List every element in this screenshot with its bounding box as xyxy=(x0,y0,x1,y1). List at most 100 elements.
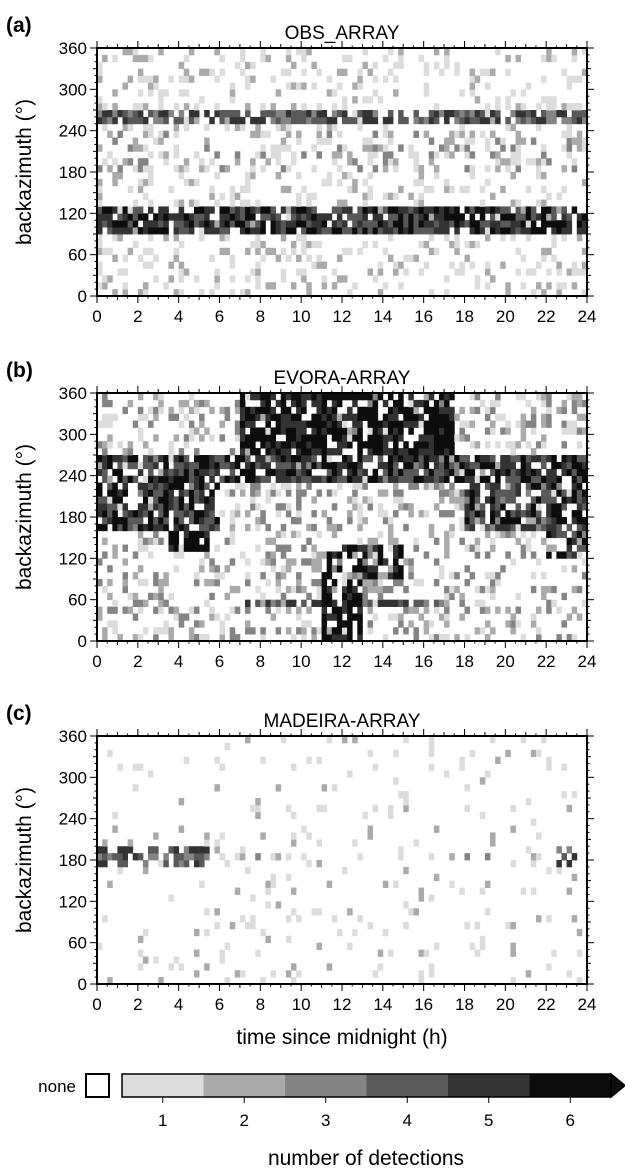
heatmap-cell xyxy=(178,853,185,861)
heatmap-cell xyxy=(372,434,379,442)
heatmap-cell xyxy=(321,275,328,283)
heatmap-cell xyxy=(428,137,435,145)
heatmap-cell xyxy=(413,468,419,477)
heatmap-cell xyxy=(173,956,180,964)
heatmap-cell xyxy=(449,420,455,428)
heatmap-cell xyxy=(387,530,394,539)
heatmap-cell xyxy=(561,116,567,125)
heatmap-cell xyxy=(362,558,368,566)
heatmap-cell xyxy=(209,206,215,214)
heatmap-cell xyxy=(234,406,241,415)
heatmap-cell xyxy=(393,537,399,545)
heatmap-cell xyxy=(306,860,312,868)
heatmap-cell xyxy=(541,399,547,408)
heatmap-cell xyxy=(393,268,399,276)
heatmap-cell xyxy=(183,413,190,421)
heatmap-cell xyxy=(301,627,307,635)
heatmap-cell xyxy=(367,393,374,401)
heatmap-cell xyxy=(362,393,368,401)
heatmap-cell xyxy=(541,247,547,256)
heatmap-cell xyxy=(255,475,261,483)
heatmap-cell xyxy=(484,268,491,276)
heatmap-cell xyxy=(224,592,231,601)
heatmap-cell xyxy=(449,427,455,435)
heatmap-cell xyxy=(454,475,460,483)
heatmap-cell xyxy=(142,220,149,228)
heatmap-cell xyxy=(280,736,287,744)
heatmap-cell xyxy=(500,461,506,470)
heatmap-cell xyxy=(490,110,496,118)
heatmap-cell xyxy=(423,427,430,435)
heatmap-cell xyxy=(199,489,205,497)
heatmap-cell xyxy=(347,213,353,221)
heatmap-cell xyxy=(362,240,368,249)
heatmap-cell xyxy=(418,399,425,408)
heatmap-cell xyxy=(342,110,348,118)
heatmap-cell xyxy=(142,627,149,635)
heatmap-cell xyxy=(495,213,501,221)
heatmap-cell xyxy=(331,399,338,408)
heatmap-cell xyxy=(347,206,353,214)
heatmap-cell xyxy=(260,558,266,566)
heatmap-cell xyxy=(367,172,374,180)
heatmap-cell xyxy=(566,268,573,276)
heatmap-cell xyxy=(469,942,476,950)
heatmap-cell xyxy=(132,137,139,145)
heatmap-cell xyxy=(551,585,557,594)
heatmap-cell xyxy=(265,393,271,401)
heatmap-cell xyxy=(193,544,200,552)
heatmap-cell xyxy=(336,620,343,628)
heatmap-cell xyxy=(449,461,455,470)
heatmap-cell xyxy=(469,165,476,173)
heatmap-cell xyxy=(270,970,277,978)
heatmap-cell xyxy=(510,530,516,539)
heatmap-cell xyxy=(137,434,144,442)
heatmap-cell xyxy=(490,151,496,159)
heatmap-cell xyxy=(132,510,139,518)
heatmap-cell xyxy=(112,468,118,477)
heatmap-cell xyxy=(500,185,506,194)
heatmap-cell xyxy=(387,475,394,483)
heatmap-cell xyxy=(454,227,460,235)
heatmap-cell xyxy=(535,165,542,173)
heatmap-cell xyxy=(137,935,144,944)
heatmap-cell xyxy=(163,206,169,214)
heatmap-cell xyxy=(178,89,185,97)
heatmap-cell xyxy=(148,178,154,187)
heatmap-cell xyxy=(403,922,409,930)
heatmap-cell xyxy=(285,475,292,483)
heatmap-cell xyxy=(219,192,225,200)
heatmap-cell xyxy=(433,579,440,587)
heatmap-cell xyxy=(250,130,256,138)
heatmap-cell xyxy=(321,420,328,428)
heatmap-cell xyxy=(535,517,542,525)
heatmap-cell xyxy=(301,247,307,256)
heatmap-cell xyxy=(464,254,470,262)
heatmap-cell xyxy=(199,496,205,504)
heatmap-cell xyxy=(546,866,552,875)
heatmap-cell xyxy=(393,261,399,269)
heatmap-cell xyxy=(275,172,282,180)
heatmap-cell xyxy=(301,399,307,408)
heatmap-cell xyxy=(362,178,368,187)
heatmap-cell xyxy=(122,110,129,118)
heatmap-cell xyxy=(464,853,470,861)
heatmap-cell xyxy=(546,220,552,228)
heatmap-cell xyxy=(331,282,338,290)
heatmap-cell xyxy=(423,448,430,456)
heatmap-cell xyxy=(418,475,425,483)
heatmap-cell xyxy=(377,393,384,401)
heatmap-cell xyxy=(229,627,236,635)
heatmap-cell xyxy=(148,551,154,559)
panel-letter: (a) xyxy=(6,14,32,37)
heatmap-cell xyxy=(199,517,205,525)
heatmap-cell xyxy=(229,254,236,262)
heatmap-cell xyxy=(183,860,190,868)
heatmap-cell xyxy=(546,530,552,539)
heatmap-cell xyxy=(173,496,180,504)
heatmap-cell xyxy=(357,448,363,456)
heatmap-cell xyxy=(127,475,134,483)
heatmap-cell xyxy=(433,475,440,483)
heatmap-cell xyxy=(495,165,501,173)
